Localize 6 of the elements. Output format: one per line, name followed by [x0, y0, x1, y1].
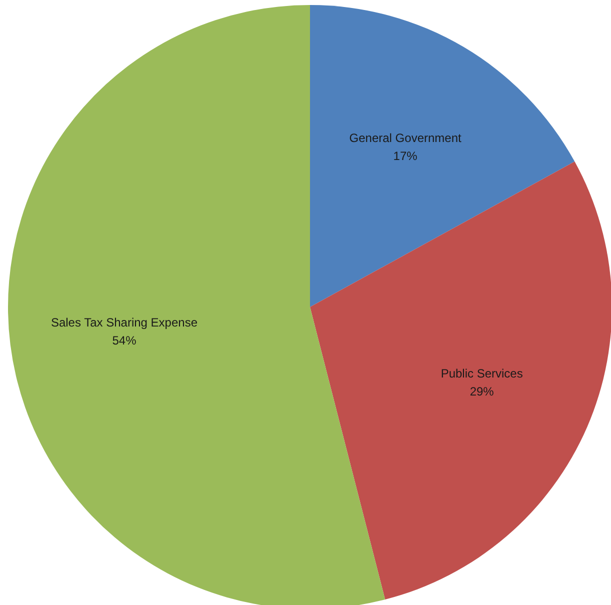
data-label: 29%: [470, 384, 494, 398]
slice-label: Public Services: [440, 366, 523, 380]
slice-label: Sales Tax Sharing Expense: [50, 315, 198, 330]
data-label: 54%: [112, 333, 137, 348]
slice-label: General Government: [349, 130, 462, 145]
data-label: 17%: [393, 148, 418, 163]
